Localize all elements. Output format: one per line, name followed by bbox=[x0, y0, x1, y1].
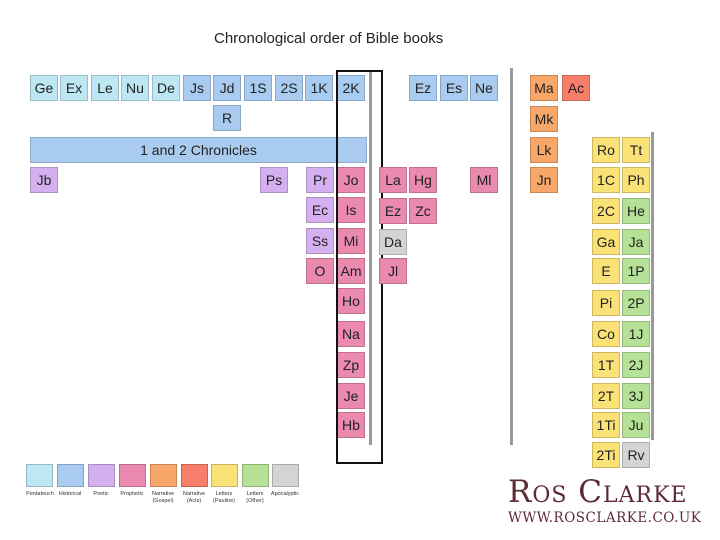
book-jeremiah[interactable]: Je bbox=[337, 383, 365, 409]
book-3-john[interactable]: 3J bbox=[622, 383, 650, 409]
book-titus[interactable]: Tt bbox=[622, 137, 650, 163]
separator-line bbox=[510, 68, 513, 445]
book-john[interactable]: Jn bbox=[530, 167, 558, 193]
book-revelation[interactable]: Rv bbox=[622, 442, 650, 468]
book-zephaniah[interactable]: Zp bbox=[337, 352, 365, 378]
book-malachi[interactable]: Ml bbox=[470, 167, 498, 193]
book-philippians[interactable]: Ph bbox=[622, 167, 650, 193]
book-galatians[interactable]: Ga bbox=[592, 229, 620, 255]
book-zechariah[interactable]: Zc bbox=[409, 198, 437, 224]
book-colossians[interactable]: Co bbox=[592, 321, 620, 347]
book-hebrews[interactable]: He bbox=[622, 198, 650, 224]
book-2-thessalonians[interactable]: 2T bbox=[592, 383, 620, 409]
book-exodus[interactable]: Ex bbox=[60, 75, 88, 101]
book-philemon[interactable]: Pi bbox=[592, 290, 620, 316]
brand-url[interactable]: WWW.ROSCLARKE.CO.UK bbox=[508, 510, 702, 526]
legend-label-narrative-gospel: Narrative (Gospel) bbox=[151, 491, 175, 504]
book-deuteronomy[interactable]: De bbox=[152, 75, 180, 101]
legend-swatch-prophetic bbox=[119, 464, 146, 487]
book-nahum[interactable]: Na bbox=[337, 321, 365, 347]
book-lamentations[interactable]: La bbox=[379, 167, 407, 193]
separator-line bbox=[651, 132, 654, 440]
book-1-john[interactable]: 1J bbox=[622, 321, 650, 347]
chart-title: Chronological order of Bible books bbox=[214, 30, 444, 47]
legend-swatch-pentateuch bbox=[26, 464, 53, 487]
book-joshua[interactable]: Js bbox=[183, 75, 211, 101]
book-1-kings[interactable]: 1K bbox=[305, 75, 333, 101]
book-amos[interactable]: Am bbox=[337, 258, 365, 284]
book-jude[interactable]: Ju bbox=[622, 412, 650, 438]
book-genesis[interactable]: Ge bbox=[30, 75, 58, 101]
book-proverbs[interactable]: Pr bbox=[306, 167, 334, 193]
legend-label-prophetic: Prophetic bbox=[120, 491, 144, 497]
book-esther[interactable]: Es bbox=[440, 75, 468, 101]
book-obadiah[interactable]: O bbox=[306, 258, 334, 284]
book-joel[interactable]: Jl bbox=[379, 258, 407, 284]
book-luke[interactable]: Lk bbox=[530, 137, 558, 163]
legend-swatch-letters-other bbox=[242, 464, 269, 487]
book-2-timothy[interactable]: 2Ti bbox=[592, 442, 620, 468]
book-daniel[interactable]: Da bbox=[379, 229, 407, 255]
book-2-samuel[interactable]: 2S bbox=[275, 75, 303, 101]
chronicles-bar[interactable]: 1 and 2 Chronicles bbox=[30, 137, 367, 163]
book-song-of-songs[interactable]: Ss bbox=[306, 228, 334, 254]
legend-swatch-letters-pauline bbox=[211, 464, 238, 487]
separator-line bbox=[369, 72, 372, 445]
legend-label-pentateuch: Pentateuch bbox=[26, 491, 54, 497]
book-ezra[interactable]: Ez bbox=[409, 75, 437, 101]
book-1-peter[interactable]: 1P bbox=[622, 258, 650, 284]
legend-label-apocalyptic: Apocalyptic bbox=[270, 491, 300, 497]
book-2-corinthians[interactable]: 2C bbox=[592, 198, 620, 224]
legend-label-letters-pauline: Letters (Pauline) bbox=[212, 491, 235, 504]
book-1-timothy[interactable]: 1Ti bbox=[592, 412, 620, 438]
book-ruth[interactable]: R bbox=[213, 105, 241, 131]
book-leviticus[interactable]: Le bbox=[91, 75, 119, 101]
book-2-peter[interactable]: 2P bbox=[622, 290, 650, 316]
book-micah[interactable]: Mi bbox=[337, 228, 365, 254]
legend-label-poetic: Poetic bbox=[93, 491, 109, 497]
legend-label-historical: Historical bbox=[58, 491, 82, 497]
book-2-john[interactable]: 2J bbox=[622, 352, 650, 378]
book-matthew[interactable]: Ma bbox=[530, 75, 558, 101]
legend-swatch-narrative-gospel bbox=[150, 464, 177, 487]
book-1-corinthians[interactable]: 1C bbox=[592, 167, 620, 193]
legend-label-letters-other: Letters (Other) bbox=[246, 491, 264, 504]
book-judges[interactable]: Jd bbox=[213, 75, 241, 101]
book-acts[interactable]: Ac bbox=[562, 75, 590, 101]
book-nehemiah[interactable]: Ne bbox=[470, 75, 498, 101]
book-joel-jo[interactable]: Jo bbox=[337, 167, 365, 193]
book-numbers[interactable]: Nu bbox=[121, 75, 149, 101]
brand-name: Ros Clarke bbox=[508, 474, 688, 510]
book-hosea[interactable]: Ho bbox=[337, 288, 365, 314]
legend-swatch-historical bbox=[57, 464, 84, 487]
highlight-frame bbox=[336, 70, 383, 464]
book-psalms[interactable]: Ps bbox=[260, 167, 288, 193]
book-ecclesiastes[interactable]: Ec bbox=[306, 197, 334, 223]
book-job[interactable]: Jb bbox=[30, 167, 58, 193]
book-mark[interactable]: Mk bbox=[530, 106, 558, 132]
legend-label-narrative-acts: Narrative (Acts) bbox=[182, 491, 206, 504]
book-1-thessalonians[interactable]: 1T bbox=[592, 352, 620, 378]
legend-swatch-apocalyptic bbox=[272, 464, 299, 487]
book-haggai[interactable]: Hg bbox=[409, 167, 437, 193]
book-ephesians[interactable]: E bbox=[592, 258, 620, 284]
book-romans[interactable]: Ro bbox=[592, 137, 620, 163]
legend-swatch-poetic bbox=[88, 464, 115, 487]
book-ezekiel[interactable]: Ez bbox=[379, 198, 407, 224]
book-james[interactable]: Ja bbox=[622, 229, 650, 255]
legend-swatch-narrative-acts bbox=[181, 464, 208, 487]
book-habakkuk[interactable]: Hb bbox=[337, 412, 365, 438]
book-1-samuel[interactable]: 1S bbox=[244, 75, 272, 101]
